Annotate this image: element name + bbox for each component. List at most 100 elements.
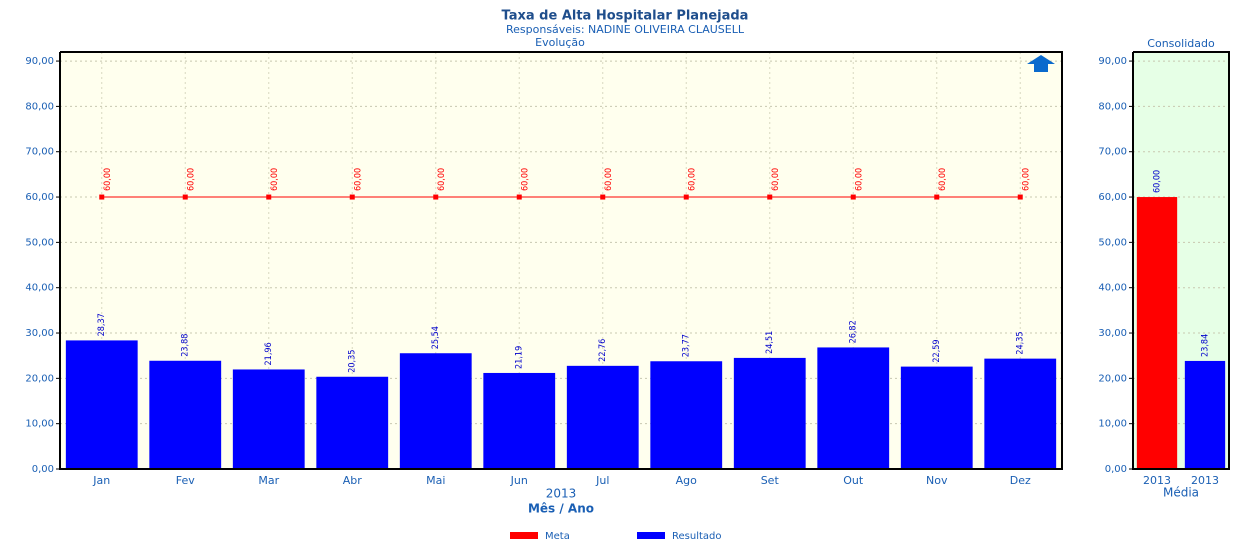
bar [984,358,1057,469]
x-tick-label: Jul [595,474,609,487]
value-label: 60,00 [437,168,447,191]
value-label: 21,96 [264,342,274,365]
bar [483,372,556,469]
y-tick-label: 60,00 [1098,192,1127,203]
bar [1184,360,1226,469]
value-label: 60,00 [604,168,614,191]
y-tick-label: 40,00 [1098,283,1127,294]
value-label: 24,51 [765,331,775,354]
chart-subtitle: Responsáveis: NADINE OLIVEIRA CLAUSELL [506,23,745,36]
axis-frame [1132,51,1230,470]
bar [65,340,138,469]
value-label: 22,76 [598,339,608,362]
value-label: 26,82 [849,320,859,343]
line-marker [934,194,940,200]
y-tick-label: 80,00 [1098,101,1127,112]
y-tick-label: 20,00 [1098,373,1127,384]
value-label: 60,00 [771,168,781,191]
value-label: 23,88 [181,334,191,357]
line-marker [767,194,773,200]
value-label: 60,00 [1153,170,1163,193]
x-tick-label: 2013 [1143,474,1171,487]
value-label: 60,00 [103,168,113,191]
line-marker [516,194,522,200]
y-tick-label: 60,00 [25,192,54,203]
x-tick-label: Abr [343,474,363,487]
x-tick-label: Mai [426,474,445,487]
y-tick-label: 90,00 [25,56,54,67]
value-label: 60,00 [1022,168,1032,191]
y-tick-label: 0,00 [32,464,54,475]
x-tick-label: Set [761,474,780,487]
x-tick-label: Out [843,474,864,487]
y-tick-label: 50,00 [1098,237,1127,248]
y-tick-label: 20,00 [25,373,54,384]
x-tick-label: Nov [926,474,948,487]
chart-title: Consolidado [1147,37,1215,50]
line-marker [99,194,105,200]
x-tick-label: Jan [92,474,110,487]
x-axis-label: Média [1163,486,1199,500]
line-marker [433,194,439,200]
line-marker [349,194,355,200]
bar [900,366,973,469]
chart-subtitle: Evolução [535,36,585,49]
value-label: 60,00 [521,168,531,191]
plot-background [60,52,1062,469]
y-tick-label: 30,00 [25,328,54,339]
bar [232,369,305,469]
legend-label: Resultado [672,531,722,540]
bar [566,365,639,469]
value-label: 23,77 [682,334,692,357]
legend-swatch [637,532,665,539]
y-tick-label: 70,00 [1098,147,1127,158]
axis-frame [59,51,1063,470]
bar [149,360,222,469]
y-tick-label: 90,00 [1098,56,1127,67]
value-label: 20,35 [348,350,358,373]
line-marker [600,194,606,200]
x-tick-label: 2013 [1191,474,1219,487]
value-label: 60,00 [855,168,865,191]
x-tick-label: Dez [1010,474,1031,487]
bar [316,376,389,469]
x-group-label: 2013 [546,487,577,501]
value-label: 24,35 [1016,331,1026,354]
y-tick-label: 80,00 [25,101,54,112]
line-marker [266,194,272,200]
y-tick-label: 30,00 [1098,328,1127,339]
value-label: 60,00 [688,168,698,191]
x-tick-label: Mar [258,474,279,487]
x-tick-label: Jun [510,474,528,487]
value-label: 60,00 [938,168,948,191]
value-label: 25,54 [431,326,441,349]
y-tick-label: 70,00 [25,147,54,158]
bar [650,361,723,469]
legend-label: Meta [545,531,570,540]
value-label: 28,37 [97,313,107,336]
y-tick-label: 10,00 [25,419,54,430]
line-marker [683,194,689,200]
bar [1136,197,1178,470]
value-label: 21,19 [515,346,525,369]
bar [733,357,806,469]
bar [817,347,890,469]
line-marker [182,194,188,200]
value-label: 60,00 [270,168,280,191]
bar [399,353,472,469]
chart-title: Taxa de Alta Hospitalar Planejada [502,9,749,24]
line-marker [850,194,856,200]
line-marker [1017,194,1023,200]
x-tick-label: Fev [176,474,195,487]
arrow-icon [1027,55,1055,72]
value-label: 23,84 [1201,334,1211,357]
value-label: 60,00 [187,168,197,191]
y-tick-label: 0,00 [1105,464,1127,475]
y-tick-label: 40,00 [25,283,54,294]
y-tick-label: 50,00 [25,237,54,248]
x-axis-label: Mês / Ano [528,502,594,516]
value-label: 22,59 [932,339,942,362]
x-tick-label: Ago [676,474,698,487]
y-tick-label: 10,00 [1098,419,1127,430]
